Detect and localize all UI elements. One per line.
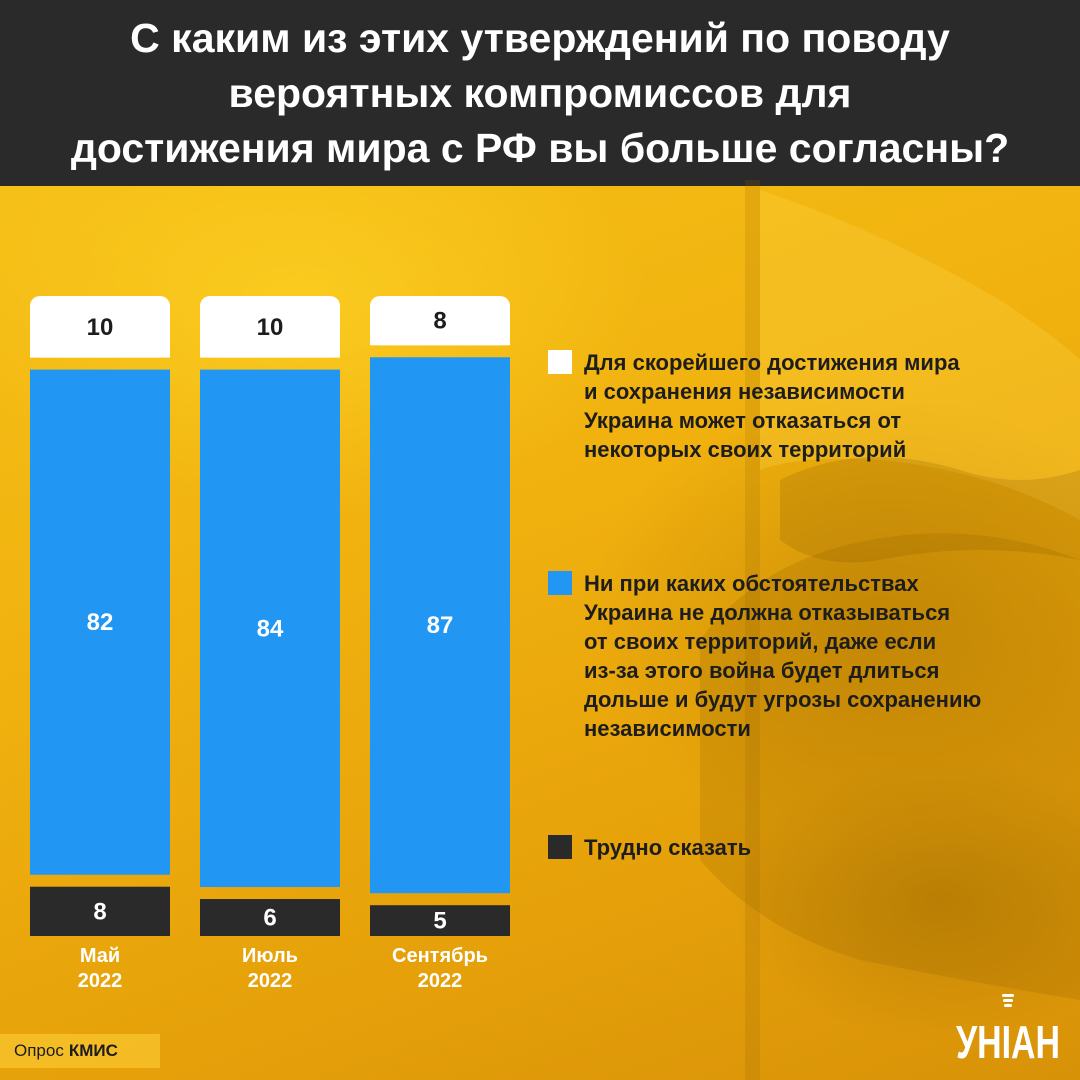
category-label-0-line-1: 2022 (78, 970, 123, 992)
chart-title: С каким из этих утверждений по поводу ве… (70, 14, 1010, 171)
data-label-1-0: 82 (87, 609, 114, 636)
bar-segment-2-2 (370, 905, 510, 936)
bar-segment-cap-fill-2 (370, 333, 510, 346)
legend-label-hard-to-say: Трудно сказать (584, 835, 752, 860)
data-label-1-1: 84 (257, 615, 284, 642)
source-prefix: Опрос (14, 1041, 64, 1060)
data-label-0-2: 8 (433, 308, 446, 335)
bar-segment-1-1 (200, 369, 340, 888)
category-label-0-line-0: Май (80, 945, 120, 967)
data-label-2-1: 6 (263, 905, 276, 932)
legend-item-no-concession: Ни при каких обстоятельствах Украина не … (548, 569, 1054, 743)
bar-segment-2-0 (30, 886, 170, 936)
category-label-2-line-1: 2022 (418, 970, 463, 992)
header: С каким из этих утверждений по поводу ве… (0, 0, 1080, 186)
source-name: КМИС (68, 1041, 118, 1060)
legend-item-concede: Для скорейшего достижения мира и сохране… (548, 348, 1054, 464)
bar-segment-2-1 (200, 899, 340, 936)
legend-swatch-blue (548, 571, 572, 595)
data-label-1-2: 87 (427, 612, 454, 639)
legend-item-hard-to-say: Трудно сказать (548, 833, 1054, 862)
category-label-1-line-0: Июль (242, 945, 298, 967)
legend-label-no-concession: Ни при каких обстоятельствах Украина не … (584, 571, 982, 741)
bar-segment-cap-fill-0 (30, 345, 170, 358)
legend-swatch-white (548, 350, 572, 374)
bar-segment-0-2 (370, 296, 510, 346)
svg-text:УНІАН: УНІАН (956, 1016, 1060, 1066)
bar-segment-0-1 (200, 296, 340, 358)
source-note: Опрос КМИС (0, 1034, 160, 1068)
legend-swatch-dark (548, 835, 572, 859)
legend-label-concede: Для скорейшего достижения мира и сохране… (584, 350, 960, 462)
data-label-2-2: 5 (433, 908, 446, 935)
data-label-0-1: 10 (257, 314, 284, 341)
bar-segment-cap-fill-1 (200, 345, 340, 358)
data-label-2-0: 8 (93, 898, 106, 925)
bar-segment-1-2 (370, 357, 510, 894)
bar-segment-0-0 (30, 296, 170, 358)
unian-logo: УНІАН (956, 994, 1060, 1066)
category-label-1-line-1: 2022 (248, 970, 293, 992)
category-label-2-line-0: Сентябрь (392, 945, 488, 967)
bar-segment-1-0 (30, 369, 170, 875)
data-label-0-0: 10 (87, 314, 114, 341)
